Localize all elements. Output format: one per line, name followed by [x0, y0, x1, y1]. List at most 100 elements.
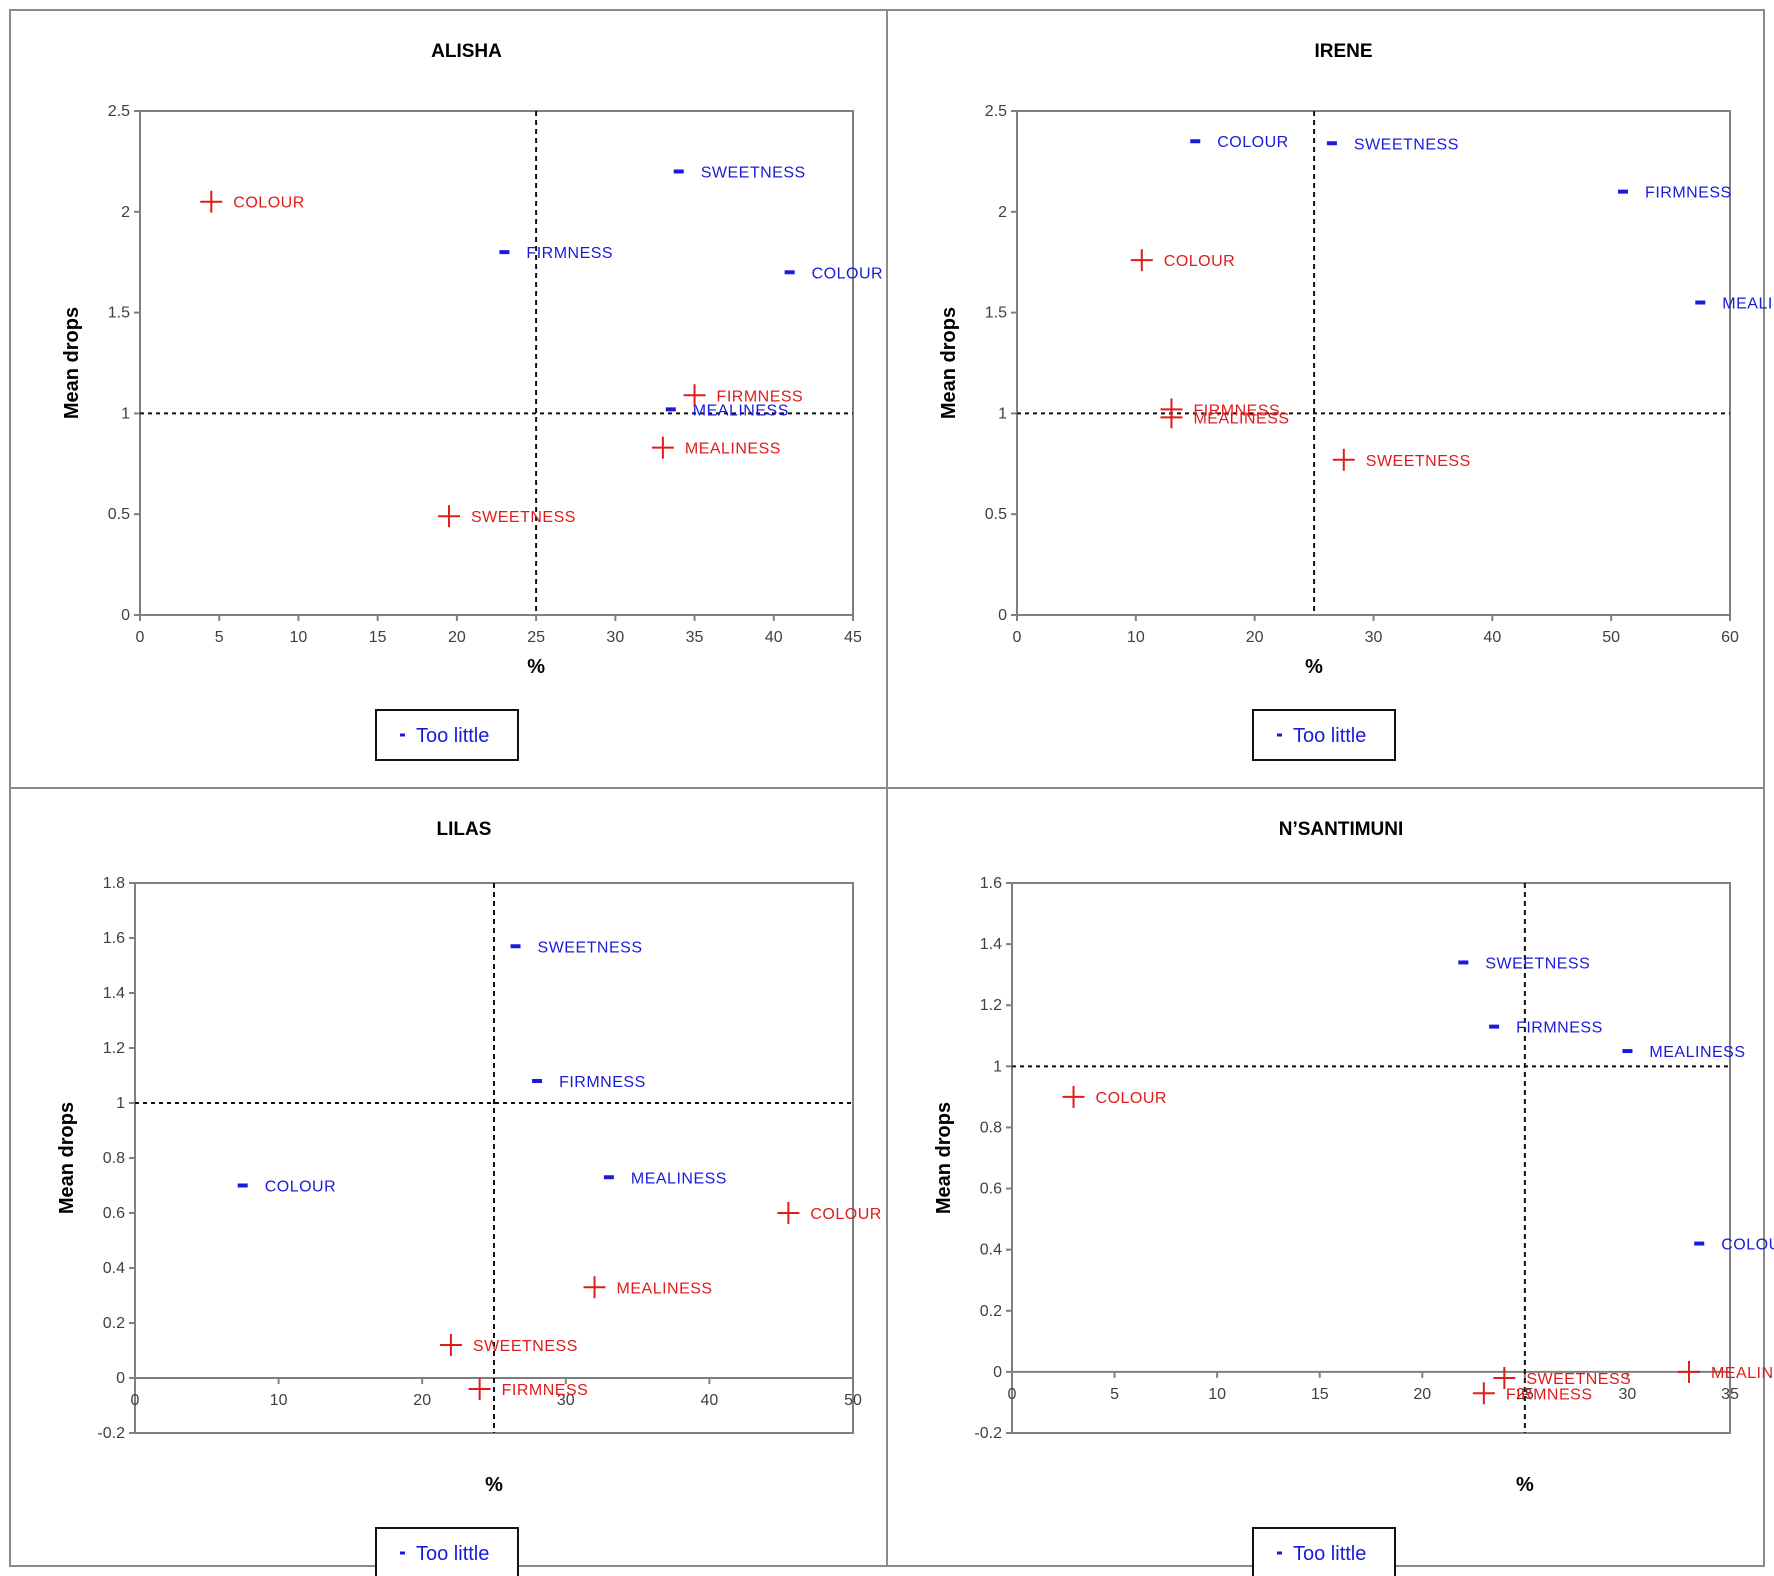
- y-tick-label: 2: [121, 204, 130, 221]
- data-label: COLOUR: [1721, 1237, 1774, 1254]
- data-label: FIRMNESS: [502, 1382, 589, 1399]
- y-tick-label: 1.5: [108, 305, 130, 322]
- y-tick-label: 1.4: [980, 936, 1002, 953]
- y-tick-label: 0: [121, 607, 130, 624]
- plot-area: [1016, 110, 1731, 616]
- data-label: SWEETNESS: [473, 1338, 578, 1355]
- y-tick-label: 1: [998, 405, 1007, 422]
- x-tick-label: 50: [844, 1392, 862, 1409]
- chart-title: LILAS: [437, 819, 492, 840]
- x-tick-label: 40: [701, 1392, 719, 1409]
- x-axis-label: %: [1516, 1474, 1534, 1496]
- x-tick-label: 0: [136, 629, 145, 646]
- data-label: FIRMNESS: [1516, 1020, 1603, 1037]
- y-tick-label: 0.5: [985, 506, 1007, 523]
- legend-label: Too little: [416, 1543, 489, 1565]
- legend-box: [1252, 709, 1396, 761]
- x-tick-label: 50: [1602, 629, 1620, 646]
- data-label: FIRMNESS: [1645, 185, 1732, 202]
- x-tick-label: 10: [270, 1392, 288, 1409]
- x-axis-label: %: [485, 1474, 503, 1496]
- x-tick-label: 30: [557, 1392, 575, 1409]
- x-tick-label: 60: [1721, 629, 1739, 646]
- legend-label: Too little: [1293, 725, 1366, 747]
- data-label: MEALINESS: [685, 441, 781, 458]
- y-tick-label: 1.2: [980, 997, 1002, 1014]
- data-label: MEALINESS: [1649, 1044, 1745, 1061]
- y-tick-label: 0.5: [108, 506, 130, 523]
- x-tick-label: 20: [1413, 1386, 1431, 1403]
- data-label: COLOUR: [1096, 1090, 1167, 1107]
- x-tick-label: 20: [448, 629, 466, 646]
- x-tick-label: 15: [369, 629, 387, 646]
- y-tick-label: 0.8: [980, 1119, 1002, 1136]
- x-tick-label: 15: [1311, 1386, 1329, 1403]
- x-tick-label: 10: [290, 629, 308, 646]
- y-axis-label: Mean drops: [933, 1102, 955, 1214]
- x-tick-label: 40: [765, 629, 783, 646]
- data-label: FIRMNESS: [1506, 1386, 1593, 1403]
- data-label: MEALINESS: [617, 1280, 713, 1297]
- data-label: COLOUR: [265, 1179, 336, 1196]
- panel-nsantimuni: N’SANTIMUNI -0.2 0 0.2 0.4 0.6 0.8 1 1.2 1.4 1.6 0 5…: [933, 819, 1774, 1576]
- data-label: COLOUR: [810, 1206, 881, 1223]
- x-tick-label: 35: [686, 629, 704, 646]
- data-label: SWEETNESS: [1485, 955, 1590, 972]
- data-label: SWEETNESS: [538, 939, 643, 956]
- legend-box: [1252, 1527, 1396, 1576]
- data-label: COLOUR: [812, 265, 883, 282]
- x-tick-label: 0: [1013, 629, 1022, 646]
- x-tick-label: 5: [1110, 1386, 1119, 1403]
- plot-area: [139, 110, 854, 616]
- x-tick-label: 30: [1619, 1386, 1637, 1403]
- x-tick-label: 10: [1127, 629, 1145, 646]
- y-axis-label: Mean drops: [938, 307, 960, 419]
- data-label: SWEETNESS: [1366, 453, 1471, 470]
- data-label: FIRMNESS: [1193, 402, 1280, 419]
- x-tick-label: 25: [1516, 1386, 1534, 1403]
- chart-title: IRENE: [1314, 41, 1372, 62]
- data-label: SWEETNESS: [471, 509, 576, 526]
- y-tick-label: 1: [116, 1095, 125, 1112]
- y-axis-label: Mean drops: [61, 307, 83, 419]
- panel-irene: IRENE 0 0.5 1 1.5 2 2.5 0 10 20 30 40 50 60% Mean drop…: [938, 41, 1774, 761]
- x-axis-label: %: [527, 656, 545, 678]
- data-label: MEALINESS: [1193, 410, 1289, 427]
- data-label: MEALINESS: [1711, 1365, 1774, 1382]
- data-label: COLOUR: [1217, 134, 1288, 151]
- legend-box: [375, 1527, 519, 1576]
- y-tick-label: 0: [116, 1370, 125, 1387]
- plot-area: [1011, 882, 1731, 1434]
- legend-label: Too little: [1293, 1543, 1366, 1565]
- data-label: MEALINESS: [693, 402, 789, 419]
- x-tick-label: 20: [1246, 629, 1264, 646]
- y-tick-label: 1.4: [103, 985, 125, 1002]
- x-tick-label: 30: [606, 629, 624, 646]
- y-tick-label: 0.2: [103, 1315, 125, 1332]
- y-tick-label: 0.2: [980, 1303, 1002, 1320]
- data-label: FIRMNESS: [559, 1074, 646, 1091]
- y-tick-label: 2: [998, 204, 1007, 221]
- y-tick-label: 1: [993, 1058, 1002, 1075]
- y-tick-label: 0.8: [103, 1150, 125, 1167]
- x-tick-label: 5: [215, 629, 224, 646]
- y-tick-label: 1: [121, 405, 130, 422]
- panel-lilas: LILAS -0.2 0 0.2 0.4 0.6 0.8 1 1.2 1.4 1.6 1.8 0 10 20…: [56, 819, 881, 1576]
- x-tick-label: 10: [1208, 1386, 1226, 1403]
- y-tick-label: 0: [993, 1364, 1002, 1381]
- x-tick-label: 35: [1721, 1386, 1739, 1403]
- y-tick-label: 2.5: [985, 103, 1007, 120]
- chart-title: N’SANTIMUNI: [1279, 819, 1404, 840]
- data-label: FIRMNESS: [526, 245, 613, 262]
- y-tick-label: 1.5: [985, 305, 1007, 322]
- legend-box: [375, 709, 519, 761]
- y-tick-label: -0.2: [974, 1425, 1002, 1442]
- y-tick-label: -0.2: [97, 1425, 125, 1442]
- data-label: MEALINESS: [631, 1170, 727, 1187]
- x-tick-label: 25: [527, 629, 545, 646]
- panel-alisha: ALISHA 0 0.5 1 1.5 2 2.5 0 5 10 15 20 25 30 35 40 45% Mea…: [61, 41, 883, 761]
- x-axis-label: %: [1305, 656, 1323, 678]
- data-label: SWEETNESS: [1354, 136, 1459, 153]
- y-tick-label: 0.6: [103, 1205, 125, 1222]
- data-label: SWEETNESS: [701, 164, 806, 181]
